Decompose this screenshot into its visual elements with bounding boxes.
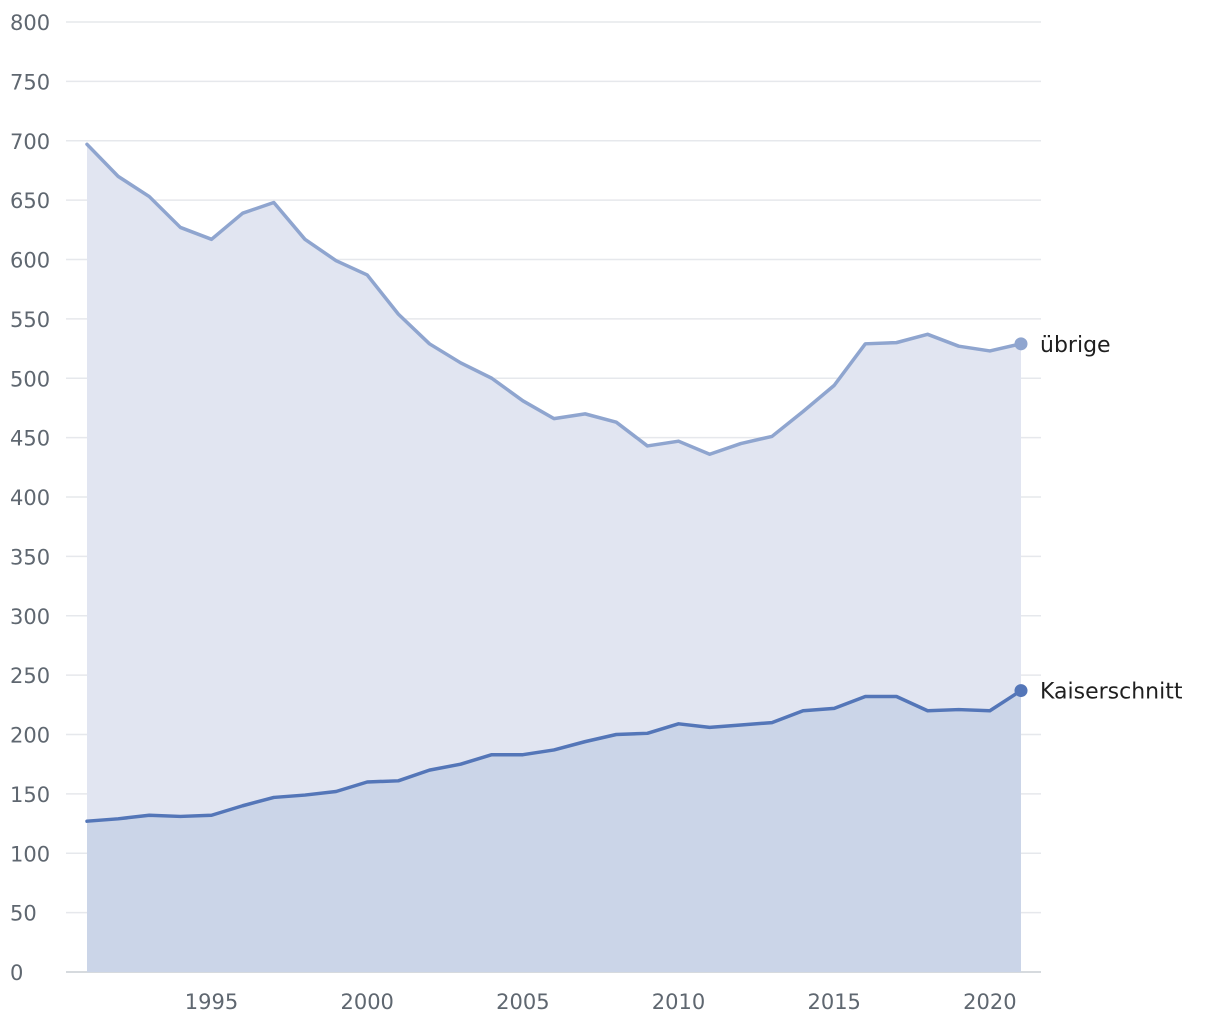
y-tick-label: 450 <box>10 427 50 451</box>
end-marker-kaiserschnitt <box>1014 684 1028 698</box>
y-tick-label: 200 <box>10 724 50 748</box>
x-tick-label: 2020 <box>963 990 1016 1014</box>
x-tick-label: 2000 <box>340 990 393 1014</box>
axes: 0 50 100 150 200 250 300 350 400 450 500 550 600 650 7… <box>10 11 1017 1014</box>
series-label-kaiserschnitt: Kaiserschnitt <box>1040 680 1183 705</box>
y-tick-label: 0 <box>10 961 23 985</box>
y-tick-label: 600 <box>10 249 50 273</box>
series-label-uebrige: übrige <box>1040 333 1111 358</box>
series-lines <box>85 142 1028 823</box>
x-tick-label: 1995 <box>185 990 238 1014</box>
y-tick-label: 50 <box>10 902 37 926</box>
area-kaiserschnitt <box>87 690 1021 972</box>
y-tick-label: 800 <box>10 11 50 35</box>
y-tick-label: 100 <box>10 842 50 866</box>
y-tick-label: 150 <box>10 783 50 807</box>
y-tick-label: 700 <box>10 130 50 154</box>
y-tick-label: 350 <box>10 545 50 569</box>
y-tick-label: 300 <box>10 605 50 629</box>
x-tick-label: 2010 <box>652 990 705 1014</box>
x-tick-label: 2015 <box>807 990 860 1014</box>
line-kaiserschnitt <box>85 688 1023 823</box>
y-tick-label: 250 <box>10 664 50 688</box>
line-uebrige <box>85 142 1023 456</box>
y-tick-label: 550 <box>10 308 50 332</box>
y-tick-label: 400 <box>10 486 50 510</box>
y-tick-label: 750 <box>10 70 50 94</box>
y-tick-label: 500 <box>10 367 50 391</box>
end-marker-uebrige <box>1014 337 1028 351</box>
y-tick-label: 650 <box>10 189 50 213</box>
series-labels: übrige Kaiserschnitt <box>1040 333 1183 705</box>
series-areas <box>87 144 1021 972</box>
x-tick-label: 2005 <box>496 990 549 1014</box>
